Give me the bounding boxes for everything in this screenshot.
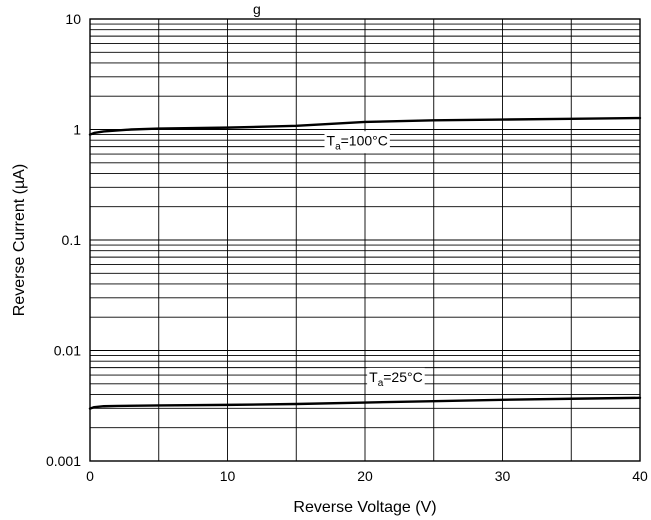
- x-tick-label: 0: [86, 468, 94, 484]
- series-label-0: Ta=100°C: [327, 132, 388, 152]
- x-tick-label: 20: [357, 468, 373, 484]
- y-tick-label: 0.01: [54, 343, 81, 359]
- series-label-1: Ta=25°C: [369, 369, 423, 389]
- series-label-bg: [324, 131, 390, 154]
- x-tick-label: 30: [495, 468, 511, 484]
- chart-title-fragment: g: [253, 1, 261, 17]
- series-labels: Ta=100°C Ta=25°C: [324, 131, 425, 390]
- series-lines: [88, 116, 642, 410]
- x-tick-labels: 0 10 20 30 40: [86, 468, 648, 484]
- series-label-bg: [367, 367, 425, 390]
- y-tick-label: 0.1: [62, 232, 82, 248]
- x-axis-label: Reverse Voltage (V): [293, 499, 436, 516]
- x-tick-label: 10: [220, 468, 236, 484]
- plot-frame: [89, 18, 641, 462]
- y-tick-label: 1: [73, 122, 81, 138]
- y-tick-label: 10: [65, 11, 81, 27]
- y-tick-labels: 0.001 0.01 0.1 1 10: [46, 11, 81, 469]
- y-tick-label: 0.001: [46, 453, 81, 469]
- series-line-1: [88, 396, 642, 410]
- x-tick-label: 40: [632, 468, 648, 484]
- series-line-0: [88, 116, 642, 136]
- y-axis-label: Reverse Current (µA): [11, 164, 28, 316]
